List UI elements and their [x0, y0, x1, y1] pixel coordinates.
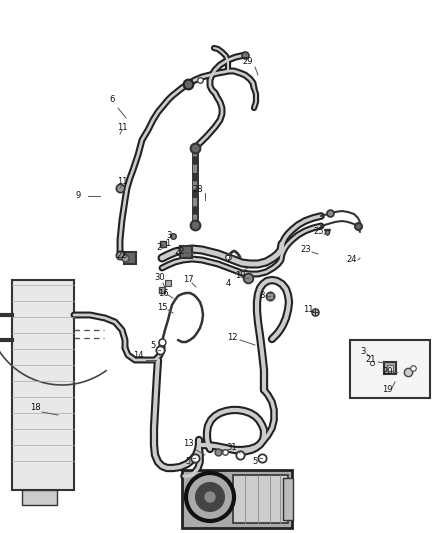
- Text: 31: 31: [227, 443, 237, 453]
- Text: 5: 5: [252, 456, 258, 465]
- Text: 3: 3: [166, 230, 172, 239]
- Text: 20: 20: [383, 367, 393, 376]
- Circle shape: [196, 483, 224, 511]
- Text: 22: 22: [175, 246, 185, 255]
- Text: 5: 5: [185, 456, 191, 465]
- Bar: [22, 490, 57, 505]
- Text: 17: 17: [183, 276, 193, 285]
- Text: 28: 28: [193, 185, 203, 195]
- Bar: [350, 340, 430, 398]
- Text: 12: 12: [227, 334, 237, 343]
- Text: 23: 23: [301, 245, 311, 254]
- Text: 11: 11: [303, 304, 313, 313]
- Text: 29: 29: [243, 58, 253, 67]
- Bar: [233, 475, 288, 523]
- Text: 15: 15: [157, 303, 167, 312]
- Text: 21: 21: [366, 356, 376, 365]
- Text: 7: 7: [225, 255, 231, 264]
- Text: 11: 11: [117, 177, 127, 187]
- Text: 22: 22: [117, 251, 127, 260]
- Circle shape: [205, 492, 215, 502]
- Bar: [182, 470, 292, 528]
- Text: 25: 25: [314, 227, 324, 236]
- Text: 14: 14: [133, 351, 143, 360]
- Text: 3: 3: [360, 346, 366, 356]
- Text: 30: 30: [155, 273, 165, 282]
- Text: 18: 18: [30, 403, 40, 413]
- Bar: [283, 478, 293, 520]
- Text: 11: 11: [117, 123, 127, 132]
- Text: 10: 10: [235, 271, 245, 280]
- Text: 9: 9: [75, 191, 81, 200]
- Text: 24: 24: [347, 255, 357, 264]
- Text: 1: 1: [166, 238, 171, 247]
- Text: 19: 19: [382, 385, 392, 394]
- Text: 13: 13: [183, 440, 193, 448]
- Text: 4: 4: [226, 279, 231, 288]
- Text: 16: 16: [158, 289, 168, 298]
- Bar: [12, 280, 74, 490]
- Text: 5: 5: [150, 342, 155, 351]
- Text: 6: 6: [110, 95, 115, 104]
- Text: 8: 8: [259, 292, 265, 301]
- Text: 2: 2: [156, 244, 162, 253]
